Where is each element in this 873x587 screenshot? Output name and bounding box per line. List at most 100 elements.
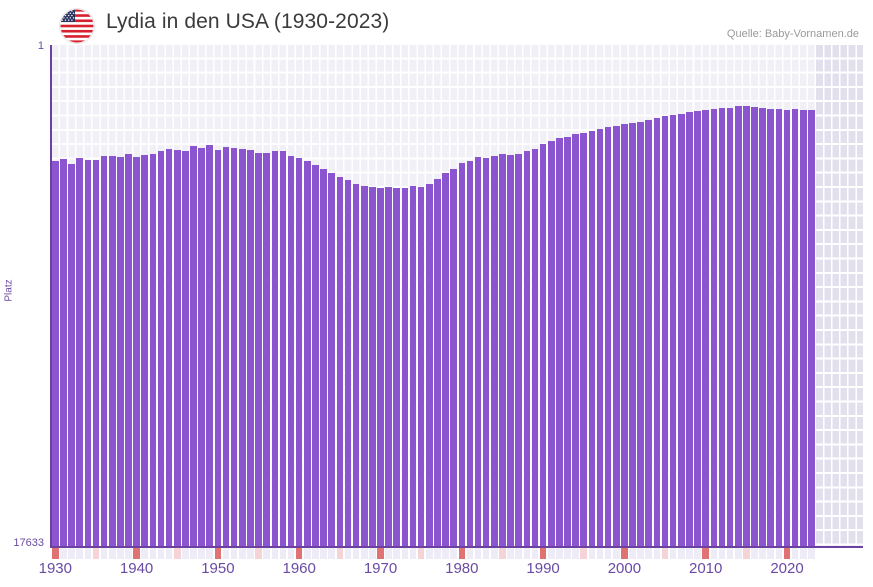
bar-1976[interactable] bbox=[425, 184, 433, 547]
bar-1970[interactable] bbox=[377, 188, 384, 547]
bar-1997[interactable] bbox=[596, 129, 604, 547]
bar-1991[interactable] bbox=[547, 141, 555, 547]
x-tick-1951 bbox=[222, 548, 230, 559]
bar-2015[interactable] bbox=[743, 106, 750, 547]
bar-1957[interactable] bbox=[271, 151, 279, 547]
bar-1932[interactable] bbox=[68, 164, 75, 547]
bar-1936[interactable] bbox=[100, 156, 108, 547]
bar-2007[interactable] bbox=[678, 114, 685, 547]
bar-2002[interactable] bbox=[637, 122, 644, 547]
bar-1986[interactable] bbox=[507, 155, 514, 547]
bar-1993[interactable] bbox=[564, 137, 571, 547]
bar-1995[interactable] bbox=[580, 133, 588, 547]
x-tick-1979 bbox=[450, 548, 457, 559]
bar-1975[interactable] bbox=[417, 187, 425, 547]
bar-2010[interactable] bbox=[702, 110, 709, 547]
bar-1931[interactable] bbox=[60, 159, 67, 547]
bar-2017[interactable] bbox=[759, 108, 766, 547]
bar-1989[interactable] bbox=[531, 149, 539, 547]
bar-1966[interactable] bbox=[344, 180, 352, 547]
bar-1984[interactable] bbox=[491, 156, 498, 547]
bar-1994[interactable] bbox=[572, 134, 579, 547]
bar-1978[interactable] bbox=[442, 173, 449, 547]
x-tick-2022 bbox=[799, 548, 807, 559]
bar-1985[interactable] bbox=[499, 154, 506, 547]
bar-2013[interactable] bbox=[726, 108, 734, 547]
bar-2023[interactable] bbox=[808, 110, 815, 547]
bar-2019[interactable] bbox=[775, 109, 783, 547]
bar-1972[interactable] bbox=[393, 188, 401, 547]
bar-2020[interactable] bbox=[783, 110, 791, 547]
bar-2011[interactable] bbox=[710, 109, 718, 547]
bar-1933[interactable] bbox=[76, 158, 83, 547]
bar-1942[interactable] bbox=[149, 154, 157, 547]
bar-2004[interactable] bbox=[653, 118, 661, 547]
bar-2012[interactable] bbox=[718, 108, 726, 547]
bar-1971[interactable] bbox=[385, 187, 392, 547]
bar-1980[interactable] bbox=[458, 163, 466, 547]
bar-1964[interactable] bbox=[328, 173, 335, 547]
bar-1996[interactable] bbox=[588, 131, 596, 547]
bar-1960[interactable] bbox=[295, 158, 303, 547]
bar-1954[interactable] bbox=[247, 150, 254, 547]
bar-1950[interactable] bbox=[214, 150, 222, 547]
bar-2016[interactable] bbox=[751, 107, 758, 547]
bar-2008[interactable] bbox=[686, 112, 693, 547]
bar-1974[interactable] bbox=[409, 186, 417, 547]
bar-1981[interactable] bbox=[466, 161, 474, 547]
bar-1969[interactable] bbox=[369, 187, 376, 547]
bar-1930[interactable] bbox=[52, 161, 59, 547]
bar-2021[interactable] bbox=[791, 109, 799, 547]
bar-1946[interactable] bbox=[182, 151, 189, 547]
bar-2006[interactable] bbox=[669, 115, 677, 547]
bar-1948[interactable] bbox=[198, 148, 205, 547]
bar-1935[interactable] bbox=[92, 160, 100, 547]
bar-2018[interactable] bbox=[767, 109, 775, 547]
bar-1934[interactable] bbox=[84, 160, 92, 547]
bar-1977[interactable] bbox=[434, 179, 441, 547]
bar-2000[interactable] bbox=[621, 124, 628, 547]
bar-1988[interactable] bbox=[523, 151, 531, 547]
bar-1951[interactable] bbox=[222, 147, 230, 547]
x-tick-1978 bbox=[442, 548, 449, 559]
bar-1992[interactable] bbox=[556, 138, 563, 547]
bar-1938[interactable] bbox=[117, 157, 124, 547]
bar-1958[interactable] bbox=[279, 151, 287, 547]
bar-1945[interactable] bbox=[173, 150, 181, 547]
bar-1949[interactable] bbox=[206, 145, 214, 547]
bar-1961[interactable] bbox=[304, 161, 311, 547]
bar-2001[interactable] bbox=[629, 123, 636, 547]
bar-1939[interactable] bbox=[125, 154, 132, 547]
bar-1959[interactable] bbox=[287, 156, 295, 547]
bar-2009[interactable] bbox=[694, 111, 701, 547]
bar-1941[interactable] bbox=[141, 155, 149, 547]
bar-1999[interactable] bbox=[612, 126, 620, 547]
bar-2014[interactable] bbox=[734, 106, 742, 547]
bar-1956[interactable] bbox=[263, 153, 270, 547]
bar-1967[interactable] bbox=[352, 184, 360, 547]
bar-2003[interactable] bbox=[645, 120, 653, 547]
bar-1953[interactable] bbox=[238, 149, 246, 547]
bar-1937[interactable] bbox=[108, 156, 116, 547]
bar-1979[interactable] bbox=[450, 169, 457, 547]
bar-2005[interactable] bbox=[661, 116, 669, 547]
bar-1998[interactable] bbox=[604, 127, 612, 547]
bar-2022[interactable] bbox=[799, 110, 807, 547]
bar-1943[interactable] bbox=[157, 151, 165, 547]
bar-1982[interactable] bbox=[474, 157, 482, 547]
bar-1952[interactable] bbox=[230, 148, 238, 547]
bar-1944[interactable] bbox=[165, 149, 173, 547]
bar-1940[interactable] bbox=[133, 157, 140, 547]
bar-1962[interactable] bbox=[312, 165, 319, 547]
bar-1963[interactable] bbox=[320, 169, 327, 547]
x-tick-1973 bbox=[401, 548, 409, 559]
bar-1968[interactable] bbox=[360, 186, 368, 547]
bar-1973[interactable] bbox=[401, 188, 409, 547]
bar-1965[interactable] bbox=[336, 177, 344, 547]
bar-1987[interactable] bbox=[515, 154, 522, 547]
x-axis-label-1960: 1960 bbox=[282, 560, 316, 577]
bar-1990[interactable] bbox=[539, 144, 547, 547]
bar-1983[interactable] bbox=[482, 158, 490, 547]
bar-1955[interactable] bbox=[255, 153, 262, 547]
bar-1947[interactable] bbox=[190, 146, 197, 547]
